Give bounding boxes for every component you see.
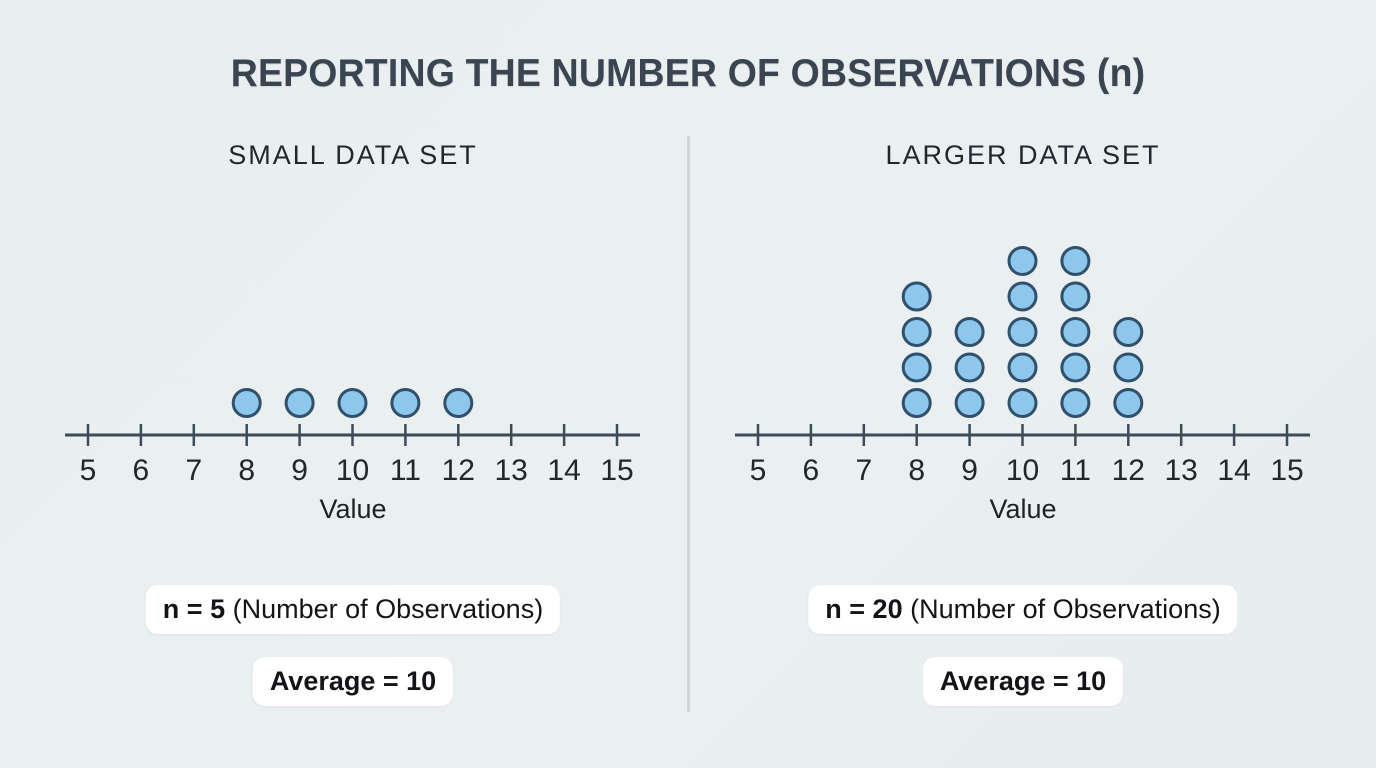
dot-plot-small: 5 6 7 8 9 10 11 12 13 14 15 — [65, 388, 640, 487]
dot-plot-larger: 5 6 7 8 9 10 11 12 13 14 15 — [735, 246, 1310, 487]
n-caption-label: (Number of Observations) — [902, 594, 1221, 624]
n-value-label: n = 20 — [825, 594, 903, 624]
tick-label: 14 — [1217, 454, 1250, 487]
tick-label: 11 — [1060, 454, 1091, 487]
data-dot — [954, 352, 985, 383]
data-dot — [1060, 317, 1091, 347]
tick-label: 10 — [336, 454, 369, 487]
data-dot — [954, 317, 985, 347]
page-title: REPORTING THE NUMBER OF OBSERVATIONS (n) — [230, 52, 1146, 95]
panel-divider — [687, 136, 690, 712]
data-dot — [1007, 281, 1038, 312]
x-axis-label: Value — [989, 494, 1057, 524]
tick-label: 14 — [547, 454, 580, 487]
average-badge: Average = 10 — [922, 657, 1124, 706]
panel-larger-data-set: LARGER DATA SET 5 6 7 8 9 10 11 12 13 14 15 Value … — [688, 0, 1376, 768]
n-caption-label: (Number of Observations) — [225, 594, 544, 624]
data-dot — [901, 352, 932, 383]
tick-label: 11 — [390, 454, 421, 487]
average-badge: Average = 10 — [252, 657, 454, 706]
data-dot — [443, 388, 474, 418]
panel-heading: SMALL DATA SET — [228, 140, 478, 170]
data-dot — [1113, 352, 1144, 383]
data-dot — [901, 388, 932, 418]
data-dot — [1113, 317, 1144, 347]
tick-label: 15 — [1270, 454, 1303, 487]
data-dot — [901, 281, 932, 312]
tick-label: 10 — [1006, 454, 1039, 487]
tick-label: 8 — [908, 454, 925, 487]
tick-label: 8 — [238, 454, 255, 487]
tick-label: 15 — [600, 454, 633, 487]
n-value-label: n = 5 — [162, 594, 226, 624]
data-dot — [1007, 388, 1038, 418]
tick-label: 6 — [803, 454, 820, 487]
data-dot — [1007, 246, 1038, 276]
panel-small-data-set: SMALL DATA SET 5 6 7 8 9 10 11 12 13 14 15 Value n… — [65, 140, 640, 706]
tick-label: 12 — [1112, 454, 1145, 487]
data-dot — [1060, 246, 1091, 276]
n-observations-badge: n = 5 (Number of Observations) — [145, 585, 561, 634]
data-dot — [1060, 352, 1091, 383]
data-dot — [901, 317, 932, 347]
tick-label: 13 — [495, 454, 528, 487]
tick-label: 7 — [855, 454, 872, 487]
tick-label: 5 — [80, 454, 97, 487]
panel-heading: LARGER DATA SET — [885, 140, 1161, 170]
data-dot — [1007, 317, 1038, 347]
tick-label: 13 — [1165, 454, 1198, 487]
data-dot — [1113, 388, 1144, 418]
data-dot — [390, 388, 421, 418]
n-observations-badge: n = 20 (Number of Observations) — [808, 585, 1238, 634]
data-dot — [1007, 352, 1038, 383]
data-dot — [284, 388, 315, 418]
data-dot — [231, 388, 262, 418]
tick-label: 12 — [442, 454, 475, 487]
x-axis-label: Value — [319, 494, 387, 524]
tick-label: 9 — [291, 454, 308, 487]
data-dot — [1060, 388, 1091, 418]
tick-label: 7 — [185, 454, 202, 487]
data-dot — [337, 388, 368, 418]
data-dot — [1060, 281, 1091, 312]
data-dot — [954, 388, 985, 418]
tick-label: 9 — [961, 454, 978, 487]
tick-label: 6 — [133, 454, 150, 487]
tick-label: 5 — [750, 454, 767, 487]
